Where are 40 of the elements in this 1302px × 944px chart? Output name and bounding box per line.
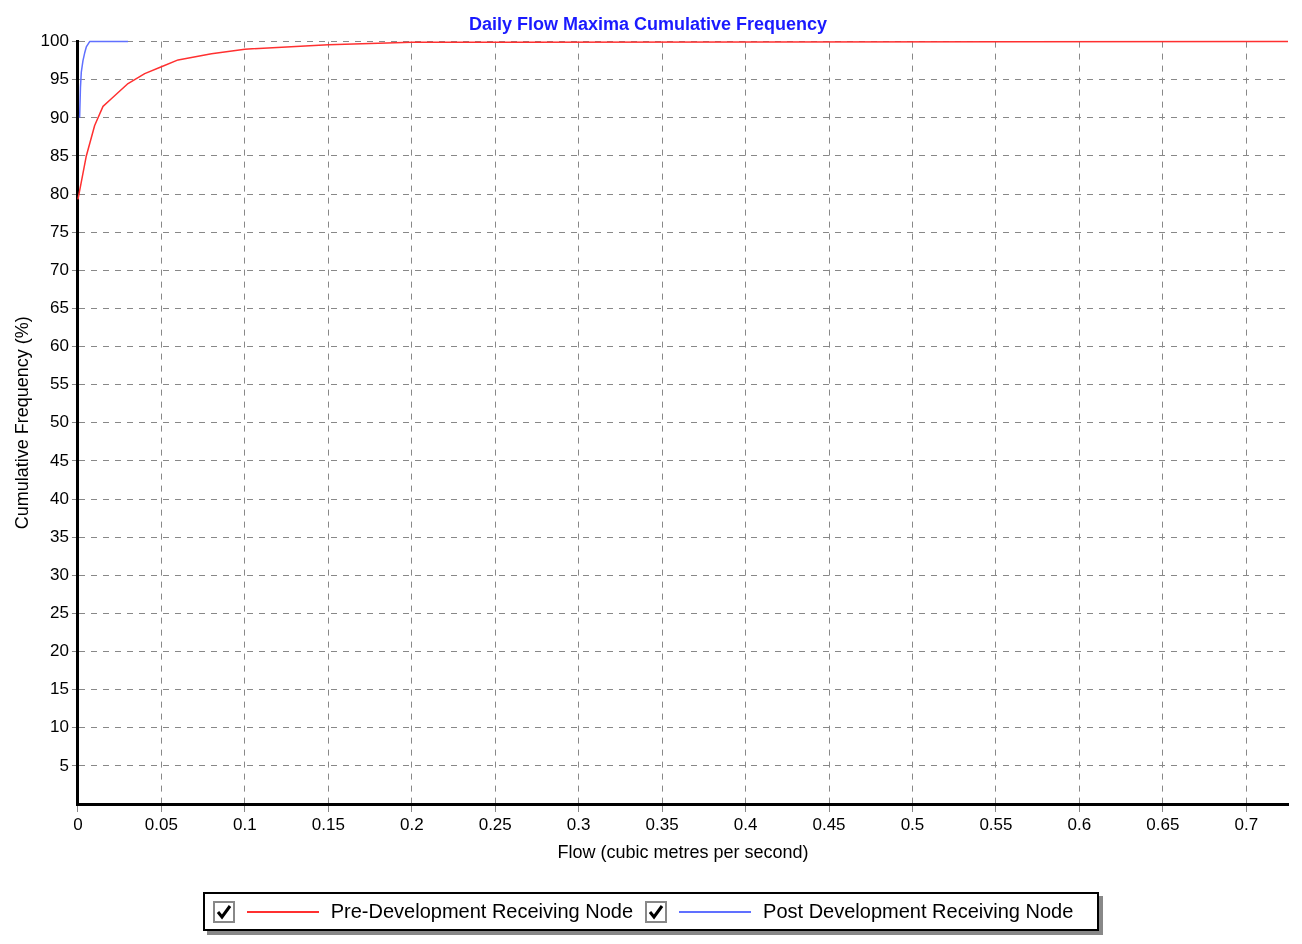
x-tick-label: 0 bbox=[73, 814, 83, 834]
y-tick-label: 35 bbox=[50, 526, 69, 546]
x-tick-label: 0.6 bbox=[1067, 814, 1092, 834]
x-tick-label: 0.45 bbox=[812, 814, 846, 834]
y-tick-label: 95 bbox=[50, 69, 69, 89]
x-tick-label: 0.1 bbox=[233, 814, 257, 834]
x-axis-title: Flow (cubic metres per second) bbox=[557, 842, 809, 863]
y-tick-label: 60 bbox=[50, 336, 69, 356]
y-tick-label: 90 bbox=[50, 107, 69, 127]
y-tick-label: 45 bbox=[50, 450, 69, 470]
y-tick-label: 75 bbox=[50, 221, 69, 241]
x-tick-label: 0.5 bbox=[900, 814, 925, 834]
y-tick-label: 80 bbox=[50, 183, 69, 203]
x-tick-label: 0.15 bbox=[311, 814, 345, 834]
chart-title: Daily Flow Maxima Cumulative Frequency bbox=[468, 13, 828, 34]
y-tick-label: 10 bbox=[50, 717, 69, 737]
y-tick-label: 20 bbox=[50, 641, 69, 661]
y-tick-label: 30 bbox=[50, 564, 69, 584]
x-tick-label: 0.25 bbox=[478, 814, 512, 834]
y-tick-label: 85 bbox=[50, 145, 69, 165]
y-tick-label: 50 bbox=[50, 412, 69, 432]
y-tick-label: 25 bbox=[50, 603, 69, 623]
y-axis-title: Cumulative Frequency (%) bbox=[11, 316, 32, 530]
y-tick-label: 100 bbox=[40, 31, 69, 51]
x-tick-label: 0.05 bbox=[144, 814, 178, 834]
y-tick-label: 5 bbox=[59, 755, 69, 775]
x-tick-label: 0.65 bbox=[1146, 814, 1180, 834]
x-tick-label: 0.7 bbox=[1234, 814, 1259, 834]
legend-label: Pre-Development Receiving Node bbox=[330, 900, 634, 923]
y-tick-label: 40 bbox=[50, 488, 69, 508]
y-tick-label: 65 bbox=[50, 298, 69, 318]
legend-label: Post Development Receiving Node bbox=[763, 900, 1074, 923]
x-tick-label: 0.4 bbox=[733, 814, 758, 834]
x-tick-label: 0.55 bbox=[979, 814, 1013, 834]
x-tick-label: 0.2 bbox=[399, 814, 424, 834]
y-tick-label: 55 bbox=[50, 374, 69, 394]
y-tick-label: 70 bbox=[50, 260, 69, 280]
y-tick-label: 15 bbox=[50, 679, 69, 699]
x-tick-label: 0.3 bbox=[566, 814, 591, 834]
x-tick-label: 0.35 bbox=[645, 814, 679, 834]
